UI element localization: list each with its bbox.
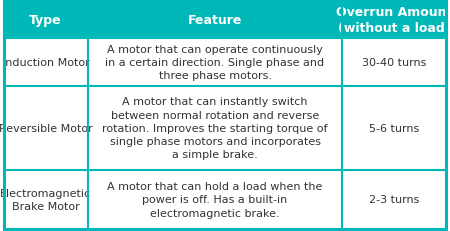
Bar <box>4 170 88 229</box>
Text: 5-6 turns: 5-6 turns <box>369 123 419 133</box>
Bar <box>342 86 446 170</box>
Text: A motor that can hold a load when the
power is off. Has a built-in
electromagnet: A motor that can hold a load when the po… <box>108 181 323 218</box>
Text: Electromagnetic
Brake Motor: Electromagnetic Brake Motor <box>0 188 91 211</box>
Text: A motor that can instantly switch
between normal rotation and reverse
rotation. : A motor that can instantly switch betwee… <box>102 97 328 159</box>
Bar <box>4 86 88 170</box>
Bar <box>4 39 88 86</box>
Text: A motor that can operate continuously
in a certain direction. Single phase and
t: A motor that can operate continuously in… <box>105 45 324 81</box>
Bar <box>342 170 446 229</box>
Bar <box>88 170 342 229</box>
Text: Feature: Feature <box>188 14 242 27</box>
Text: Overrun Amount
(without a load): Overrun Amount (without a load) <box>336 6 450 35</box>
Bar <box>4 2 88 39</box>
Bar <box>342 2 446 39</box>
Bar <box>342 39 446 86</box>
Bar <box>88 2 342 39</box>
Text: 30-40 turns: 30-40 turns <box>362 58 427 68</box>
Text: Reversible Motor: Reversible Motor <box>0 123 93 133</box>
Text: Induction Motor: Induction Motor <box>2 58 90 68</box>
Bar <box>88 39 342 86</box>
Text: Type: Type <box>29 14 62 27</box>
Text: 2-3 turns: 2-3 turns <box>369 195 419 204</box>
Bar <box>88 86 342 170</box>
